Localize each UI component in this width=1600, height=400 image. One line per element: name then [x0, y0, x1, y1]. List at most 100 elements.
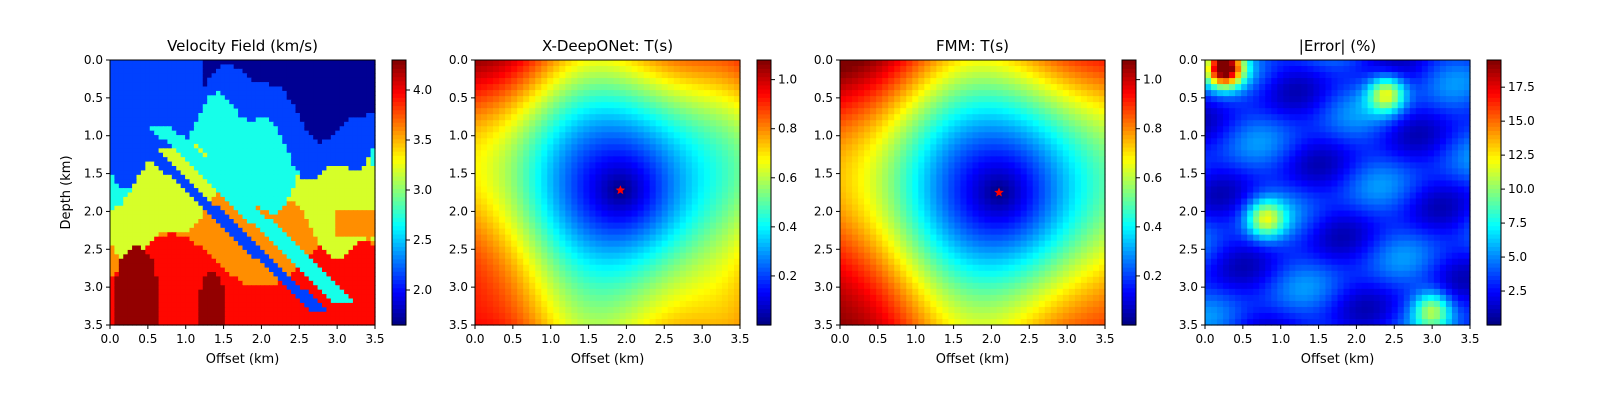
- heatmap-cell: [733, 66, 741, 73]
- heatmap-cell: [238, 161, 244, 167]
- heatmap-cell: [180, 139, 186, 145]
- heatmap-cell: [132, 99, 138, 105]
- heatmap-cell: [295, 196, 301, 202]
- heatmap-cell: [727, 204, 735, 212]
- heatmap-cell: [140, 302, 146, 308]
- heatmap-cell: [149, 188, 155, 194]
- heatmap-cell: [344, 307, 350, 313]
- heatmap-cell: [727, 78, 735, 85]
- heatmap-cell: [547, 216, 554, 224]
- heatmap-cell: [176, 285, 182, 291]
- heatmap-cell: [193, 77, 199, 83]
- heatmap-cell: [242, 117, 248, 123]
- heatmap-cell: [637, 222, 645, 230]
- heatmap-cell: [273, 210, 279, 216]
- heatmap-cell: [523, 222, 530, 230]
- heatmap-cell: [246, 130, 252, 136]
- heatmap-cell: [357, 196, 363, 202]
- heatmap-cell: [220, 267, 226, 273]
- heatmap-cell: [577, 168, 585, 176]
- heatmap-cell: [299, 108, 305, 114]
- heatmap-cell: [207, 161, 213, 167]
- heatmap-cell: [709, 204, 717, 212]
- heatmap-cell: [118, 179, 124, 185]
- heatmap-cell: [709, 120, 717, 127]
- heatmap-cell: [154, 99, 160, 105]
- heatmap-cell: [198, 152, 204, 158]
- heatmap-cell: [220, 170, 226, 176]
- heatmap-cell: [198, 95, 204, 101]
- heatmap-cell: [357, 86, 363, 92]
- heatmap-cell: [118, 258, 124, 264]
- heatmap-cell: [167, 188, 173, 194]
- heatmap-cell: [198, 192, 204, 198]
- heatmap-cell: [185, 241, 191, 247]
- heatmap-cell: [202, 121, 208, 127]
- heatmap-cell: [631, 228, 639, 236]
- heatmap-cell: [273, 174, 279, 180]
- heatmap-cell: [370, 183, 376, 189]
- heatmap-cell: [613, 222, 621, 230]
- heatmap-cell: [553, 180, 560, 188]
- heatmap-cell: [559, 60, 566, 67]
- heatmap-cell: [691, 84, 699, 91]
- heatmap-cell: [366, 285, 372, 291]
- heatmap-cell: [171, 121, 177, 127]
- heatmap-cell: [709, 90, 717, 97]
- heatmap-cell: [211, 161, 217, 167]
- heatmap-cell: [260, 157, 266, 163]
- heatmap-cell: [154, 201, 160, 207]
- heatmap-cell: [198, 219, 204, 225]
- heatmap-cell: [304, 113, 310, 119]
- heatmap-cell: [352, 245, 358, 251]
- heatmap-cell: [224, 236, 230, 242]
- heatmap-cell: [127, 179, 133, 185]
- heatmap-cell: [114, 276, 120, 282]
- heatmap-cell: [277, 130, 283, 136]
- heatmap-cell: [185, 82, 191, 88]
- heatmap-cell: [176, 201, 182, 207]
- heatmap-cell: [559, 102, 566, 109]
- heatmap-cell: [140, 223, 146, 229]
- heatmap-cell: [167, 272, 173, 278]
- heatmap-cell: [553, 150, 560, 157]
- heatmap-cell: [277, 121, 283, 127]
- heatmap-cell: [299, 95, 305, 101]
- heatmap-cell: [330, 219, 336, 225]
- heatmap-cell: [691, 72, 699, 79]
- heatmap-cell: [326, 86, 332, 92]
- heatmap-cell: [317, 64, 323, 70]
- heatmap-cell: [348, 104, 354, 110]
- heatmap-cell: [330, 104, 336, 110]
- heatmap-cell: [145, 143, 151, 149]
- heatmap-cell: [352, 210, 358, 216]
- heatmap-cell: [176, 254, 182, 260]
- heatmap-cell: [715, 66, 723, 73]
- heatmap-cell: [559, 138, 566, 145]
- heatmap-cell: [189, 201, 195, 207]
- heatmap-cell: [211, 152, 217, 158]
- heatmap-cell: [167, 113, 173, 119]
- heatmap-cell: [110, 267, 116, 273]
- heatmap-cell: [499, 162, 506, 170]
- heatmap-cell: [721, 162, 729, 170]
- heatmap-cell: [733, 168, 741, 176]
- heatmap-cell: [317, 90, 323, 96]
- heatmap-cell: [317, 179, 323, 185]
- heatmap-cell: [601, 186, 609, 194]
- heatmap-cell: [352, 285, 358, 291]
- heatmap-cell: [304, 108, 310, 114]
- heatmap-cell: [158, 104, 164, 110]
- heatmap-cell: [613, 114, 621, 121]
- heatmap-cell: [322, 139, 328, 145]
- heatmap-cell: [583, 102, 591, 109]
- heatmap-cell: [149, 82, 155, 88]
- heatmap-cell: [313, 82, 319, 88]
- heatmap-cell: [202, 170, 208, 176]
- heatmap-cell: [607, 144, 615, 151]
- heatmap-cell: [136, 174, 142, 180]
- heatmap-cell: [202, 267, 208, 273]
- heatmap-cell: [229, 148, 235, 154]
- heatmap-cell: [357, 205, 363, 211]
- heatmap-cell: [679, 210, 687, 218]
